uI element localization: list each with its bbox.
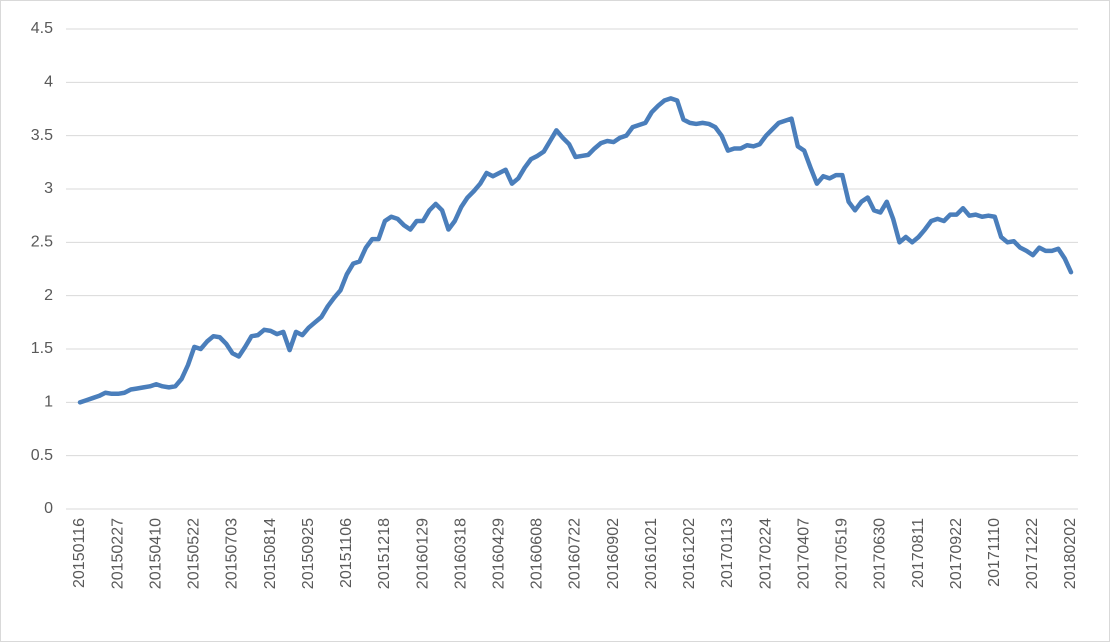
y-tick-label: 2 xyxy=(44,287,53,304)
y-tick-label: 1.5 xyxy=(31,340,53,357)
x-tick-label: 20150522 xyxy=(186,518,203,589)
y-tick-label: 3.5 xyxy=(31,127,53,144)
x-tick-label: 20150227 xyxy=(109,518,126,589)
x-tick-label: 20170630 xyxy=(872,518,889,589)
x-tick-label: 20160429 xyxy=(490,518,507,589)
x-tick-label: 20171110 xyxy=(986,518,1003,587)
x-tick-label: 20160318 xyxy=(452,518,469,589)
data-line xyxy=(77,96,1074,405)
x-tick-label: 20161202 xyxy=(681,518,698,589)
x-tick-label: 20150925 xyxy=(300,518,317,589)
x-tick-label: 20170922 xyxy=(948,518,965,589)
x-tick-label: 20160902 xyxy=(605,518,622,589)
x-tick-label: 20160608 xyxy=(529,518,546,589)
y-tick-label: 4 xyxy=(44,74,53,91)
y-tick-label: 3 xyxy=(44,180,53,197)
x-tick-label: 20151218 xyxy=(376,518,393,589)
x-tick-label: 20150116 xyxy=(71,518,88,588)
x-tick-label: 20170519 xyxy=(834,518,851,589)
x-tick-label: 20170407 xyxy=(795,518,812,589)
x-tick-label: 20150703 xyxy=(224,518,241,589)
y-tick-label: 0.5 xyxy=(31,447,53,464)
x-tick-label: 20150410 xyxy=(147,518,164,589)
x-tick-label: 20150814 xyxy=(262,518,279,589)
x-tick-label: 20170113 xyxy=(719,518,736,588)
x-tick-label: 20171222 xyxy=(1024,518,1041,589)
x-tick-label: 20170811 xyxy=(910,518,927,588)
x-tick-label: 20161021 xyxy=(643,518,660,589)
y-tick-label: 1 xyxy=(44,394,53,411)
x-tick-label: 20170224 xyxy=(757,518,774,589)
y-tick-label: 4.5 xyxy=(31,20,53,37)
x-tick-label: 20180202 xyxy=(1062,518,1079,589)
x-tick-label: 20151106 xyxy=(338,518,355,588)
x-tick-label: 20160129 xyxy=(414,518,431,589)
y-tick-label: 0 xyxy=(44,500,53,517)
y-tick-label: 2.5 xyxy=(31,234,53,251)
x-tick-label: 20160722 xyxy=(567,518,584,589)
